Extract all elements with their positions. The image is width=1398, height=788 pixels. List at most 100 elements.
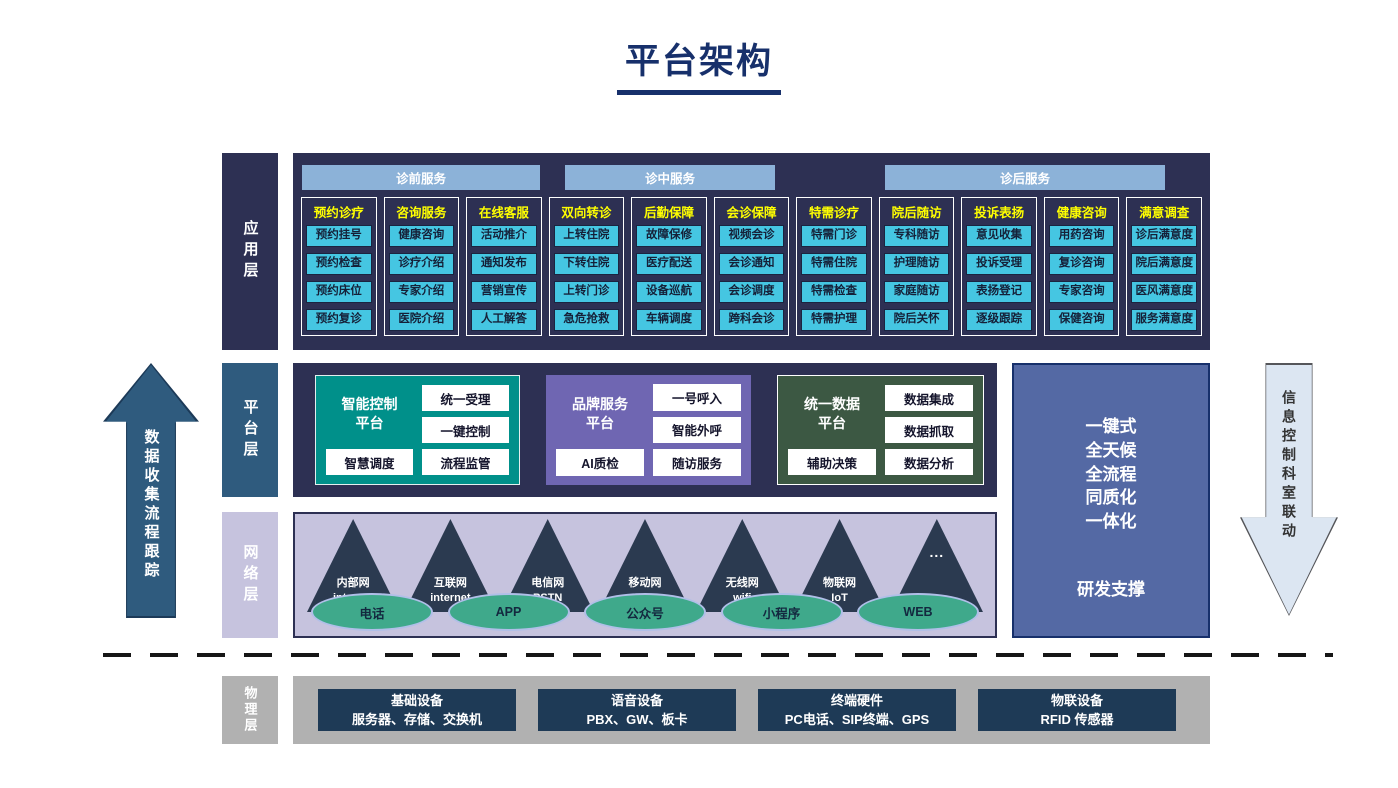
channel-ellipse: APP <box>447 593 570 631</box>
platform-layer-panel: 智能控制平台 统一受理 一键控制 智慧调度 流程监管 品牌服务平台 一号呼入 智… <box>293 363 997 497</box>
physical-device-box: 语音设备 PBX、GW、板卡 <box>538 689 736 731</box>
device-list: PC电话、SIP终端、GPS <box>784 712 930 727</box>
layer-label-network: 网络层 <box>222 512 278 638</box>
service-item: 医疗配送 <box>636 253 702 275</box>
service-item: 下转住院 <box>553 253 620 275</box>
layer-label-network-text: 网络层 <box>241 543 259 607</box>
platform-box-title: 统一数据平台 <box>788 385 876 443</box>
platform-capability: 数据分析 <box>885 449 973 475</box>
service-item: 意见收集 <box>966 225 1032 247</box>
network-name-cn: 内部网 <box>336 577 370 590</box>
data-collection-up-arrow: 数据收集流程跟踪 <box>103 363 199 618</box>
platform-capability: 统一受理 <box>422 385 509 411</box>
service-cell-list: 故障保修医疗配送设备巡航车辆调度 <box>636 225 702 331</box>
service-cell-list: 专科随访 护理随访 家庭随访 院后关怀 <box>883 225 950 331</box>
service-item: 人工解答 <box>471 309 537 331</box>
platform-box-title-text: 智能控制平台 <box>341 396 398 431</box>
network-name-cn: 无线网 <box>725 577 759 590</box>
device-category: 终端硬件 <box>830 692 883 708</box>
service-cell-list: 预约挂号 预约检查 预约床位 预约复诊 <box>306 225 372 331</box>
service-item: 家庭随访 <box>883 281 950 303</box>
physical-layer-panel: 基础设备 服务器、存储、交换机 语音设备 PBX、GW、板卡 终端硬件 PC电话… <box>293 676 1210 744</box>
platform-capability: 数据集成 <box>885 385 973 411</box>
service-item: 设备巡航 <box>636 281 702 303</box>
title-block: 平台架构 <box>616 33 782 95</box>
service-item: 用药咨询 <box>1048 225 1115 247</box>
service-item: 医院介绍 <box>388 309 455 331</box>
application-layer-panel: 诊前服务 诊中服务 诊后服务 预约诊疗 预约挂号 预约检查 预约床位 预约复诊 咨询服… <box>293 153 1210 350</box>
service-cell-list: 视频会诊 会诊通知 会诊调度 跨科会诊 <box>718 225 785 331</box>
physical-boxes: 基础设备 服务器、存储、交换机 语音设备 PBX、GW、板卡 终端硬件 PC电话… <box>318 689 1176 731</box>
service-column: 会诊保障 视频会诊 会诊通知 会诊调度 跨科会诊 <box>713 197 790 336</box>
service-column-header: 双向转诊 <box>561 206 612 220</box>
layer-label-physical: 物理层 <box>222 676 278 744</box>
service-item: 专家咨询 <box>1048 281 1115 303</box>
platform-capability: 一键控制 <box>422 417 509 443</box>
service-column: 院后随访 专科随访 护理随访 家庭随访 院后关怀 <box>878 197 955 336</box>
channel-ellipses: 电话 APP 公众号 小程序 WEB <box>311 593 979 633</box>
feature-line: 一体化 <box>1085 512 1137 532</box>
rd-support-text: 研发支撑 <box>1077 580 1145 599</box>
service-cell-list: 特需门诊 特需住院 特需检查 特需护理 <box>801 225 867 331</box>
service-item: 故障保修 <box>636 225 702 247</box>
service-cell-list: 诊后满意度 院后满意度 医风满意度 服务满意度 <box>1131 225 1198 331</box>
device-list: PBX、GW、板卡 <box>586 712 688 727</box>
physical-device-box: 物联设备 RFID 传感器 <box>978 689 1176 731</box>
service-column: 咨询服务 健康咨询 诊疗介绍 专家介绍 医院介绍 <box>383 197 460 336</box>
service-group-pre-visit: 诊前服务 <box>302 165 540 190</box>
network-name-cn: ... <box>929 544 945 561</box>
service-column: 满意调查 诊后满意度 院后满意度 医风满意度 服务满意度 <box>1126 197 1203 336</box>
channel-ellipse: WEB <box>857 593 979 631</box>
service-column: 投诉表扬 意见收集 投诉受理 表扬登记 逐级跟踪 <box>961 197 1037 336</box>
service-column-header: 预约诊疗 <box>313 206 364 220</box>
device-category: 语音设备 <box>610 692 663 708</box>
platform-capability: 一号呼入 <box>653 384 741 411</box>
service-item: 急危抢救 <box>553 309 620 331</box>
feature-line: 同质化 <box>1085 488 1137 508</box>
service-column-header: 后勤保障 <box>643 206 694 220</box>
physical-device-box: 终端硬件 PC电话、SIP终端、GPS <box>758 689 956 731</box>
service-cell-list: 活动推介 通知发布 营销宣传 人工解答 <box>471 225 537 331</box>
service-column-header: 特需诊疗 <box>809 206 860 220</box>
info-control-down-arrow: 信息控制科室联动 <box>1240 363 1338 616</box>
service-group-in-visit: 诊中服务 <box>565 165 775 190</box>
service-item: 特需住院 <box>801 253 867 275</box>
service-item: 跨科会诊 <box>718 309 785 331</box>
service-item: 专家介绍 <box>388 281 455 303</box>
service-item: 活动推介 <box>471 225 537 247</box>
service-column: 预约诊疗 预约挂号 预约检查 预约床位 预约复诊 <box>301 197 377 336</box>
service-item: 表扬登记 <box>966 281 1032 303</box>
network-layer-panel: 内部网 intranet 互联网 internet 电信网 PSTN 移动网 5… <box>293 512 997 638</box>
service-item: 特需护理 <box>801 309 867 331</box>
service-columns: 预约诊疗 预约挂号 预约检查 预约床位 预约复诊 咨询服务 健康咨询 诊疗介绍 专家介绍医… <box>301 197 1203 336</box>
service-item: 健康咨询 <box>388 225 455 247</box>
service-item: 预约复诊 <box>306 309 372 331</box>
platform-capability: 数据抓取 <box>885 417 973 443</box>
layer-label-platform-text: 平台层 <box>241 398 259 462</box>
device-category: 基础设备 <box>390 692 443 708</box>
service-item: 院后关怀 <box>883 309 950 331</box>
service-column-header: 会诊保障 <box>726 206 777 220</box>
layer-label-application-text: 应用层 <box>241 220 259 283</box>
service-item: 营销宣传 <box>471 281 537 303</box>
channel-ellipse: 小程序 <box>720 593 843 631</box>
service-item: 会诊调度 <box>718 281 785 303</box>
service-item: 复诊咨询 <box>1048 253 1115 275</box>
platform-capability: 随访服务 <box>653 449 741 476</box>
network-name-cn: 物联网 <box>823 577 857 590</box>
service-item: 逐级跟踪 <box>966 309 1032 331</box>
down-arrow-label: 信息控制科室联动 <box>1281 390 1297 542</box>
service-column: 双向转诊 上转住院 下转住院 上转门诊 急危抢救 <box>548 197 625 336</box>
service-item: 医风满意度 <box>1131 281 1198 303</box>
service-column: 后勤保障 故障保修医疗配送设备巡航车辆调度 <box>631 197 707 336</box>
dashed-separator <box>103 653 1333 657</box>
platform-box-title: 智能控制平台 <box>326 385 413 443</box>
platform-box: 智能控制平台 统一受理 一键控制 智慧调度 流程监管 <box>315 375 520 485</box>
service-group-post-visit: 诊后服务 <box>885 165 1165 190</box>
service-item: 服务满意度 <box>1131 309 1198 331</box>
service-item: 上转门诊 <box>553 281 620 303</box>
feature-line: 全流程 <box>1085 464 1137 484</box>
service-item: 车辆调度 <box>636 309 702 331</box>
service-column: 在线客服 活动推介 通知发布 营销宣传 人工解答 <box>466 197 542 336</box>
